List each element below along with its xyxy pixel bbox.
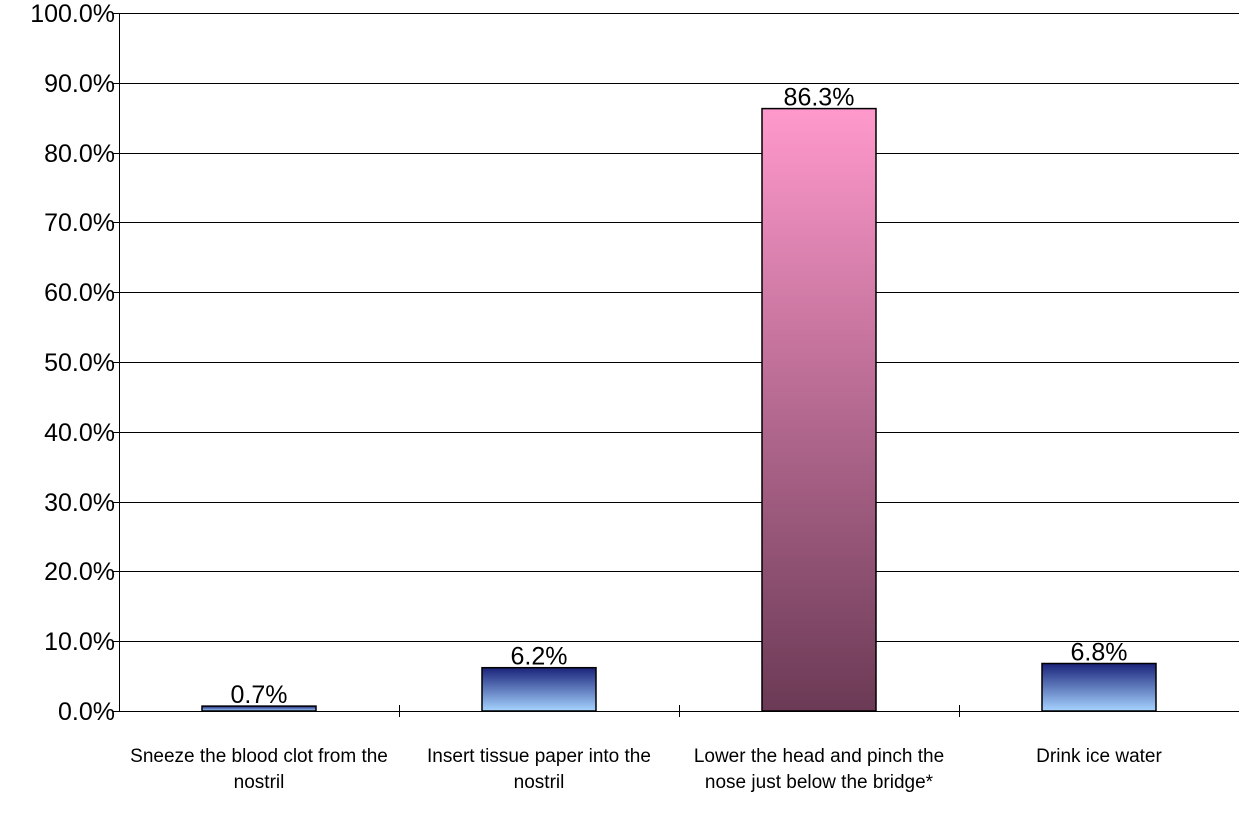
y-tick-label: 100.0% xyxy=(30,0,115,28)
x-tick-label: Sneeze the blood clot from the nostril xyxy=(130,746,388,793)
bar xyxy=(201,705,317,712)
bar xyxy=(761,107,877,712)
data-labels: 0.7% 6.2% 86.3% 6.8% xyxy=(231,84,1128,709)
x-tick-label: Drink ice water xyxy=(1036,746,1162,767)
data-label: 6.8% xyxy=(1071,639,1128,667)
y-tick-label: 20.0% xyxy=(44,558,115,586)
bar xyxy=(1041,662,1157,712)
bars xyxy=(201,107,1157,712)
data-label: 86.3% xyxy=(784,84,855,112)
y-tick-label: 50.0% xyxy=(44,349,115,377)
y-tick-label: 40.0% xyxy=(44,419,115,447)
y-tick-label: 0.0% xyxy=(58,698,115,726)
y-tick-label: 80.0% xyxy=(44,140,115,168)
y-tick-label: 90.0% xyxy=(44,70,115,98)
y-tick-label: 70.0% xyxy=(44,209,115,237)
y-tick-label: 10.0% xyxy=(44,628,115,656)
gridlines xyxy=(119,13,1239,642)
y-tick-labels: 0.0% 10.0% 20.0% 30.0% 40.0% 50.0% 60.0% 70.0% 8… xyxy=(30,0,115,726)
y-tick-label: 60.0% xyxy=(44,279,115,307)
y-tick-label: 30.0% xyxy=(44,489,115,517)
data-label: 0.7% xyxy=(231,681,288,709)
bar xyxy=(481,666,597,712)
x-tick-label: Lower the head and pinch the nose just b… xyxy=(693,746,945,793)
x-tick-label: Insert tissue paper into the nostril xyxy=(427,746,651,793)
data-label: 6.2% xyxy=(511,643,568,671)
axes xyxy=(113,13,1239,717)
